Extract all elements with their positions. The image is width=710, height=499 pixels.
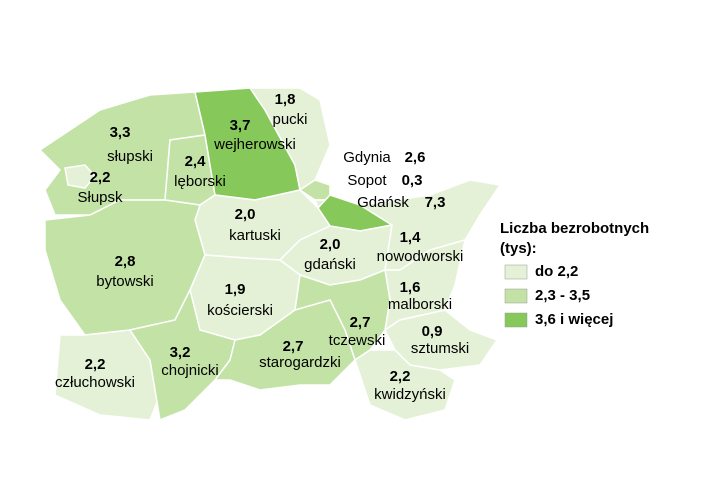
region-value: 0,9 [422,323,443,340]
legend-swatch [504,312,528,328]
legend-swatch [504,288,528,304]
region-name: wejherowski [213,136,296,153]
region-name: człuchowski [55,374,135,391]
region-value: 2,8 [115,253,136,270]
region-value: 2,6 [405,149,426,166]
region-name: Słupsk [77,189,123,206]
legend-label: 3,6 i więcej [535,311,613,328]
region-name: kościerski [207,302,273,319]
region-value: 1,8 [275,91,296,108]
region-name: kwidzyński [374,386,446,403]
region-name: Gdynia [343,149,391,166]
region-name: sztumski [411,340,469,357]
region-name: słupski [107,148,153,165]
region-value: 7,3 [425,194,446,211]
region-value: 2,0 [320,236,341,253]
region [354,349,456,421]
legend-title: Liczba bezrobotnych [500,220,649,237]
region-value: 2,4 [185,153,207,170]
region [64,164,96,189]
region-value: 2,2 [90,169,111,186]
legend-title: (tys): [500,240,537,257]
region-value: 2,7 [283,338,304,355]
region [384,309,499,371]
region-name: lęborski [174,173,226,190]
region-name: starogardzki [259,354,341,371]
region-value: 2,7 [350,314,371,331]
region-value: 2,2 [85,356,106,373]
region-value: 1,9 [225,281,246,298]
region-value: 0,3 [402,172,423,189]
region-value: 2,0 [235,206,256,223]
region-name: kartuski [229,227,281,244]
legend-label: 2,3 - 3,5 [535,287,590,304]
region-name: chojnicki [161,362,219,379]
region-value: 3,3 [110,124,131,141]
legend-swatch [504,264,528,280]
region-name: pucki [272,111,307,128]
region-name: Sopot [347,172,387,189]
region-value: 1,6 [400,279,421,296]
region-name: tczewski [329,332,386,349]
region-value: 2,2 [390,368,411,385]
legend-label: do 2,2 [535,263,578,280]
region-name: malborski [388,296,452,313]
region-name: nowodworski [377,248,464,265]
region-value: 3,2 [170,344,191,361]
region-value: 1,4 [400,229,422,246]
region [213,299,356,391]
region-name: gdański [304,256,356,273]
region-name: bytowski [96,273,154,290]
region-name: Gdańsk [357,194,409,211]
region-value: 3,7 [230,117,251,134]
region [298,179,331,201]
